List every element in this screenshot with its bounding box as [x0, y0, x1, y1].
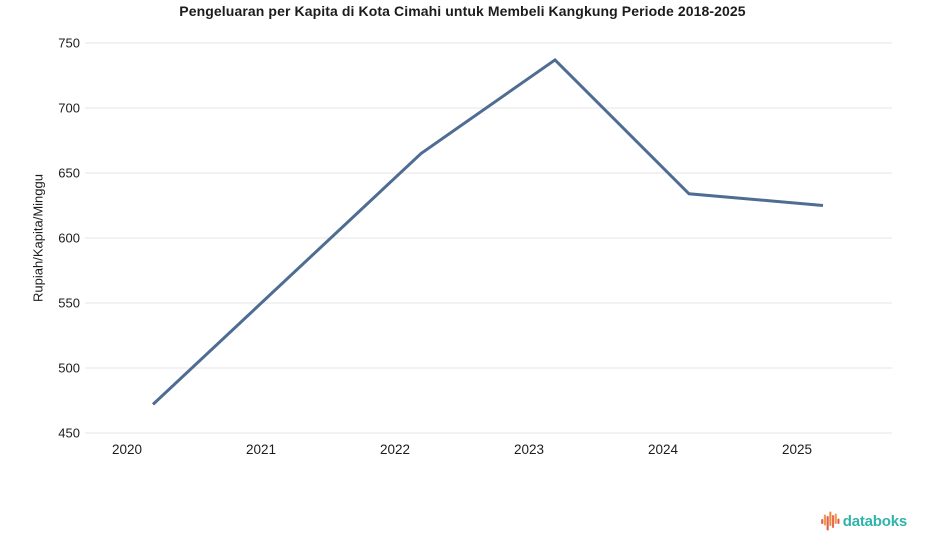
logo-bar [829, 511, 832, 526]
chart-title: Pengeluaran per Kapita di Kota Cimahi un… [179, 3, 746, 19]
logo-bar [820, 519, 824, 524]
y-tick-label: 750 [58, 36, 80, 51]
y-tick-label: 500 [58, 361, 80, 376]
databoks-logo: databoks [820, 511, 907, 532]
x-tick-label: 2022 [380, 442, 410, 457]
databoks-logo-text: databoks [842, 513, 907, 530]
x-tick-label: 2025 [782, 442, 812, 457]
databoks-logo-icon [820, 511, 840, 531]
logo-bar [831, 515, 834, 528]
logo-bar [837, 518, 840, 524]
logo-bar [823, 514, 826, 526]
data-line-series [151, 57, 824, 406]
x-tick-label: 2023 [514, 442, 544, 457]
x-tick-label: 2020 [112, 442, 142, 457]
logo-bar [826, 516, 829, 531]
x-tick-label: 2024 [648, 442, 679, 457]
x-tick-label: 2021 [246, 442, 276, 457]
y-tick-label: 700 [58, 101, 80, 116]
y-tick-label: 450 [58, 426, 80, 441]
logo-bar [834, 513, 837, 524]
y-tick-label: 550 [58, 296, 80, 311]
y-tick-label: 600 [58, 231, 80, 246]
y-tick-label: 650 [58, 166, 80, 181]
